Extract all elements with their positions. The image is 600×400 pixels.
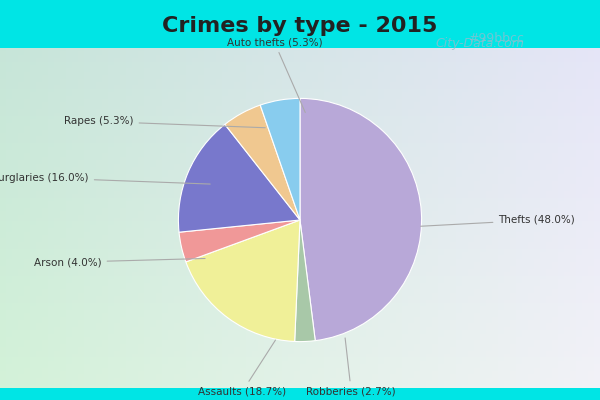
Text: Rapes (5.3%): Rapes (5.3%) xyxy=(64,116,265,128)
Wedge shape xyxy=(178,124,300,232)
Wedge shape xyxy=(295,220,315,342)
Text: Auto thefts (5.3%): Auto thefts (5.3%) xyxy=(227,37,322,112)
Text: Arson (4.0%): Arson (4.0%) xyxy=(34,257,205,267)
Wedge shape xyxy=(179,220,300,262)
Wedge shape xyxy=(186,220,300,342)
Wedge shape xyxy=(225,105,300,220)
Text: Robberies (2.7%): Robberies (2.7%) xyxy=(307,338,396,396)
Text: Assaults (18.7%): Assaults (18.7%) xyxy=(199,340,286,396)
Text: City-Data.com: City-Data.com xyxy=(435,37,524,50)
Text: Burglaries (16.0%): Burglaries (16.0%) xyxy=(0,173,210,184)
Wedge shape xyxy=(300,98,422,341)
Text: Thefts (48.0%): Thefts (48.0%) xyxy=(421,215,575,226)
Text: Crimes by type - 2015: Crimes by type - 2015 xyxy=(163,16,437,36)
Wedge shape xyxy=(260,98,300,220)
Text: #99bbcc: #99bbcc xyxy=(468,32,524,45)
